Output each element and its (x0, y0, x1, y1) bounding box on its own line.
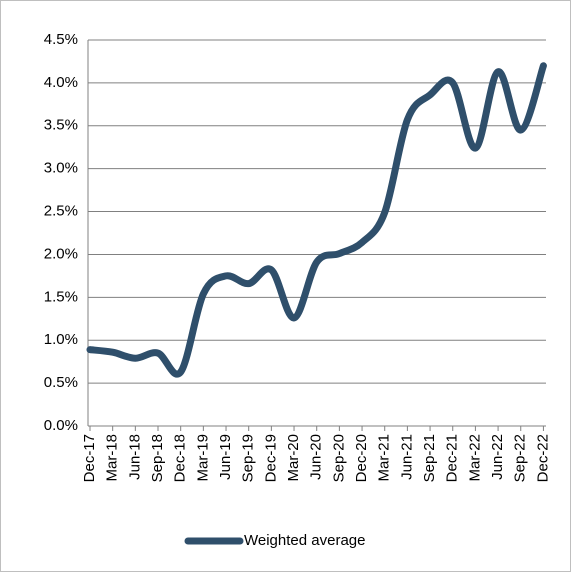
y-tick-label: 1.5% (44, 288, 78, 305)
x-tick-label: Mar-18 (104, 434, 121, 482)
x-tick-label: Dec-18 (172, 434, 189, 482)
y-tick-label: 0.0% (44, 417, 78, 434)
x-tick-label: Mar-22 (466, 434, 483, 482)
x-tick-label: Dec-20 (353, 434, 370, 482)
x-tick-label: Mar-21 (376, 434, 393, 482)
x-tick-label: Dec-22 (534, 434, 551, 482)
x-tick-label: Mar-19 (194, 434, 211, 482)
legend-label: Weighted average (244, 532, 365, 549)
x-tick-label: Dec-19 (262, 434, 279, 482)
y-tick-label: 3.0% (44, 160, 78, 177)
x-tick-label: Dec-21 (444, 434, 461, 482)
y-tick-label: 3.5% (44, 117, 78, 134)
y-tick-label: 2.5% (44, 203, 78, 220)
x-tick-label: Sep-18 (149, 434, 166, 482)
y-tick-label: 4.5% (44, 31, 78, 48)
y-tick-label: 1.0% (44, 331, 78, 348)
x-tick-label: Jun-18 (126, 434, 143, 480)
x-tick-label: Jun-21 (398, 434, 415, 480)
x-tick-label: Dec-17 (81, 434, 98, 482)
x-tick-label: Sep-21 (421, 434, 438, 482)
line-series (86, 62, 547, 378)
x-tick-label: Sep-19 (240, 434, 257, 482)
y-tick-label: 2.0% (44, 245, 78, 262)
y-tick-label: 0.5% (44, 374, 78, 391)
x-tick-label: Sep-20 (330, 434, 347, 482)
y-tick-label: 4.0% (44, 74, 78, 91)
x-tick-label: Mar-20 (285, 434, 302, 482)
x-tick-label: Sep-22 (512, 434, 529, 482)
x-tick-label: Jun-20 (308, 434, 325, 480)
x-tick-label: Jun-22 (489, 434, 506, 480)
x-tick-label: Jun-19 (217, 434, 234, 480)
